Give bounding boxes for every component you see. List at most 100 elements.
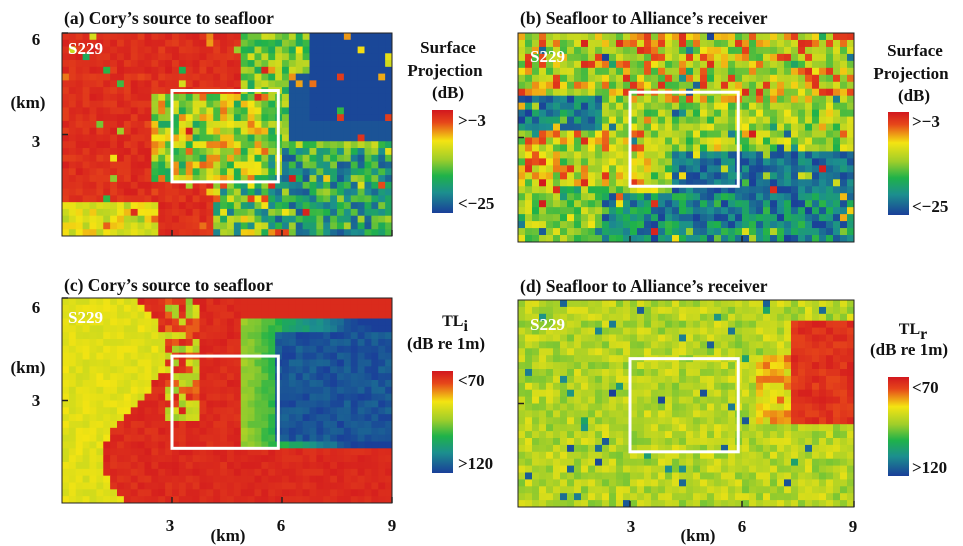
heatmap-cell <box>644 334 652 342</box>
heatmap-cell <box>798 348 806 356</box>
heatmap-cell <box>275 304 283 313</box>
heatmap-cell <box>798 186 806 194</box>
heatmap-cell <box>763 60 771 69</box>
heatmap-cell <box>518 355 526 363</box>
heatmap-cell <box>742 300 750 308</box>
heatmap-cell <box>309 181 317 190</box>
heatmap-cell <box>330 175 338 183</box>
heatmap-cell <box>833 200 841 208</box>
heatmap-cell <box>158 489 166 497</box>
heatmap-cell <box>192 202 200 210</box>
heatmap-cell <box>220 489 228 497</box>
heatmap-cell <box>206 107 214 115</box>
heatmap-cell <box>110 46 118 54</box>
heatmap-cell <box>89 222 97 230</box>
heatmap-cell <box>165 107 173 115</box>
heatmap-cell <box>679 186 687 194</box>
heatmap-cell <box>309 60 317 68</box>
heatmap-cell <box>288 87 297 95</box>
heatmap-cell <box>833 348 841 356</box>
heatmap-cell <box>302 73 310 81</box>
heatmap-cell <box>275 53 283 61</box>
heatmap-cell <box>532 60 540 69</box>
heatmap-cell <box>539 137 547 145</box>
heatmap-cell <box>316 87 324 95</box>
heatmap-cell <box>192 66 200 74</box>
heatmap-cell <box>567 235 575 243</box>
heatmap-cell <box>103 318 111 326</box>
heatmap-cell <box>151 339 159 347</box>
heatmap-cell <box>199 202 207 210</box>
heatmap-cell <box>158 455 166 463</box>
heatmap-cell <box>192 39 200 47</box>
heatmap-cell <box>350 53 359 61</box>
heatmap-cell <box>206 93 214 102</box>
heatmap-cell <box>525 116 533 124</box>
heatmap-cell <box>658 144 666 152</box>
heatmap-cell <box>350 222 359 230</box>
heatmap-cell <box>728 67 736 76</box>
heatmap-cell <box>144 107 152 115</box>
heatmap-cell <box>96 434 104 442</box>
heatmap-cell <box>89 352 97 360</box>
heatmap-cell <box>220 175 228 183</box>
heatmap-cell <box>123 100 132 108</box>
heatmap-cell <box>220 475 228 483</box>
heatmap-cell <box>378 448 386 456</box>
heatmap-cell <box>330 114 338 122</box>
heatmap-cell <box>742 327 750 335</box>
heatmap-cell <box>261 427 269 436</box>
heatmap-cell <box>89 66 97 74</box>
heatmap-cell <box>316 120 324 129</box>
heatmap-cell <box>309 475 317 483</box>
heatmap-cell <box>798 158 806 166</box>
heatmap-cell <box>525 130 533 138</box>
heatmap-cell <box>137 475 145 483</box>
heatmap-cell <box>770 123 778 131</box>
heatmap-cell <box>378 168 386 176</box>
heatmap-cell <box>546 362 554 370</box>
heatmap-cell <box>220 448 228 456</box>
heatmap-cell <box>254 66 262 74</box>
heatmap-cell <box>658 179 666 187</box>
heatmap-cell <box>721 306 729 315</box>
heatmap-cell <box>323 208 331 217</box>
heatmap-cell <box>700 33 708 41</box>
heatmap-cell <box>275 345 283 354</box>
heatmap-cell <box>553 341 561 349</box>
heatmap-cell <box>777 186 785 194</box>
heatmap-cell <box>742 235 750 243</box>
heatmap-cell <box>385 359 393 367</box>
heatmap-cell <box>357 434 365 442</box>
heatmap-cell <box>672 60 680 69</box>
heatmap-cell <box>707 102 715 111</box>
heatmap-cell <box>158 421 166 429</box>
heatmap-cell <box>385 114 393 122</box>
heatmap-cell <box>316 53 324 61</box>
heatmap-cell <box>89 400 97 408</box>
heatmap-cell <box>199 141 207 149</box>
heatmap-cell <box>68 168 77 176</box>
heatmap-cell <box>658 214 666 222</box>
heatmap-cell <box>630 369 638 377</box>
heatmap-cell <box>82 60 90 68</box>
heatmap-cell <box>581 46 589 55</box>
heatmap-cell <box>282 441 290 449</box>
heatmap-cell <box>302 448 310 456</box>
heatmap-cell <box>275 468 283 477</box>
heatmap-cell <box>630 179 638 187</box>
heatmap-cell <box>609 116 617 124</box>
heatmap-cell <box>686 144 694 152</box>
heatmap-cell <box>103 304 111 313</box>
heatmap-cell <box>609 74 617 83</box>
heatmap-cell <box>714 369 722 377</box>
heatmap-cell <box>247 298 255 306</box>
heatmap-cell <box>791 102 799 111</box>
heatmap-cell <box>350 87 359 95</box>
heatmap-cell <box>247 304 255 313</box>
heatmap-cell <box>240 39 249 47</box>
heatmap-cell <box>89 114 97 122</box>
heatmap-cell <box>330 298 338 306</box>
heatmap-cell <box>805 116 813 124</box>
heatmap-cell <box>213 441 221 449</box>
